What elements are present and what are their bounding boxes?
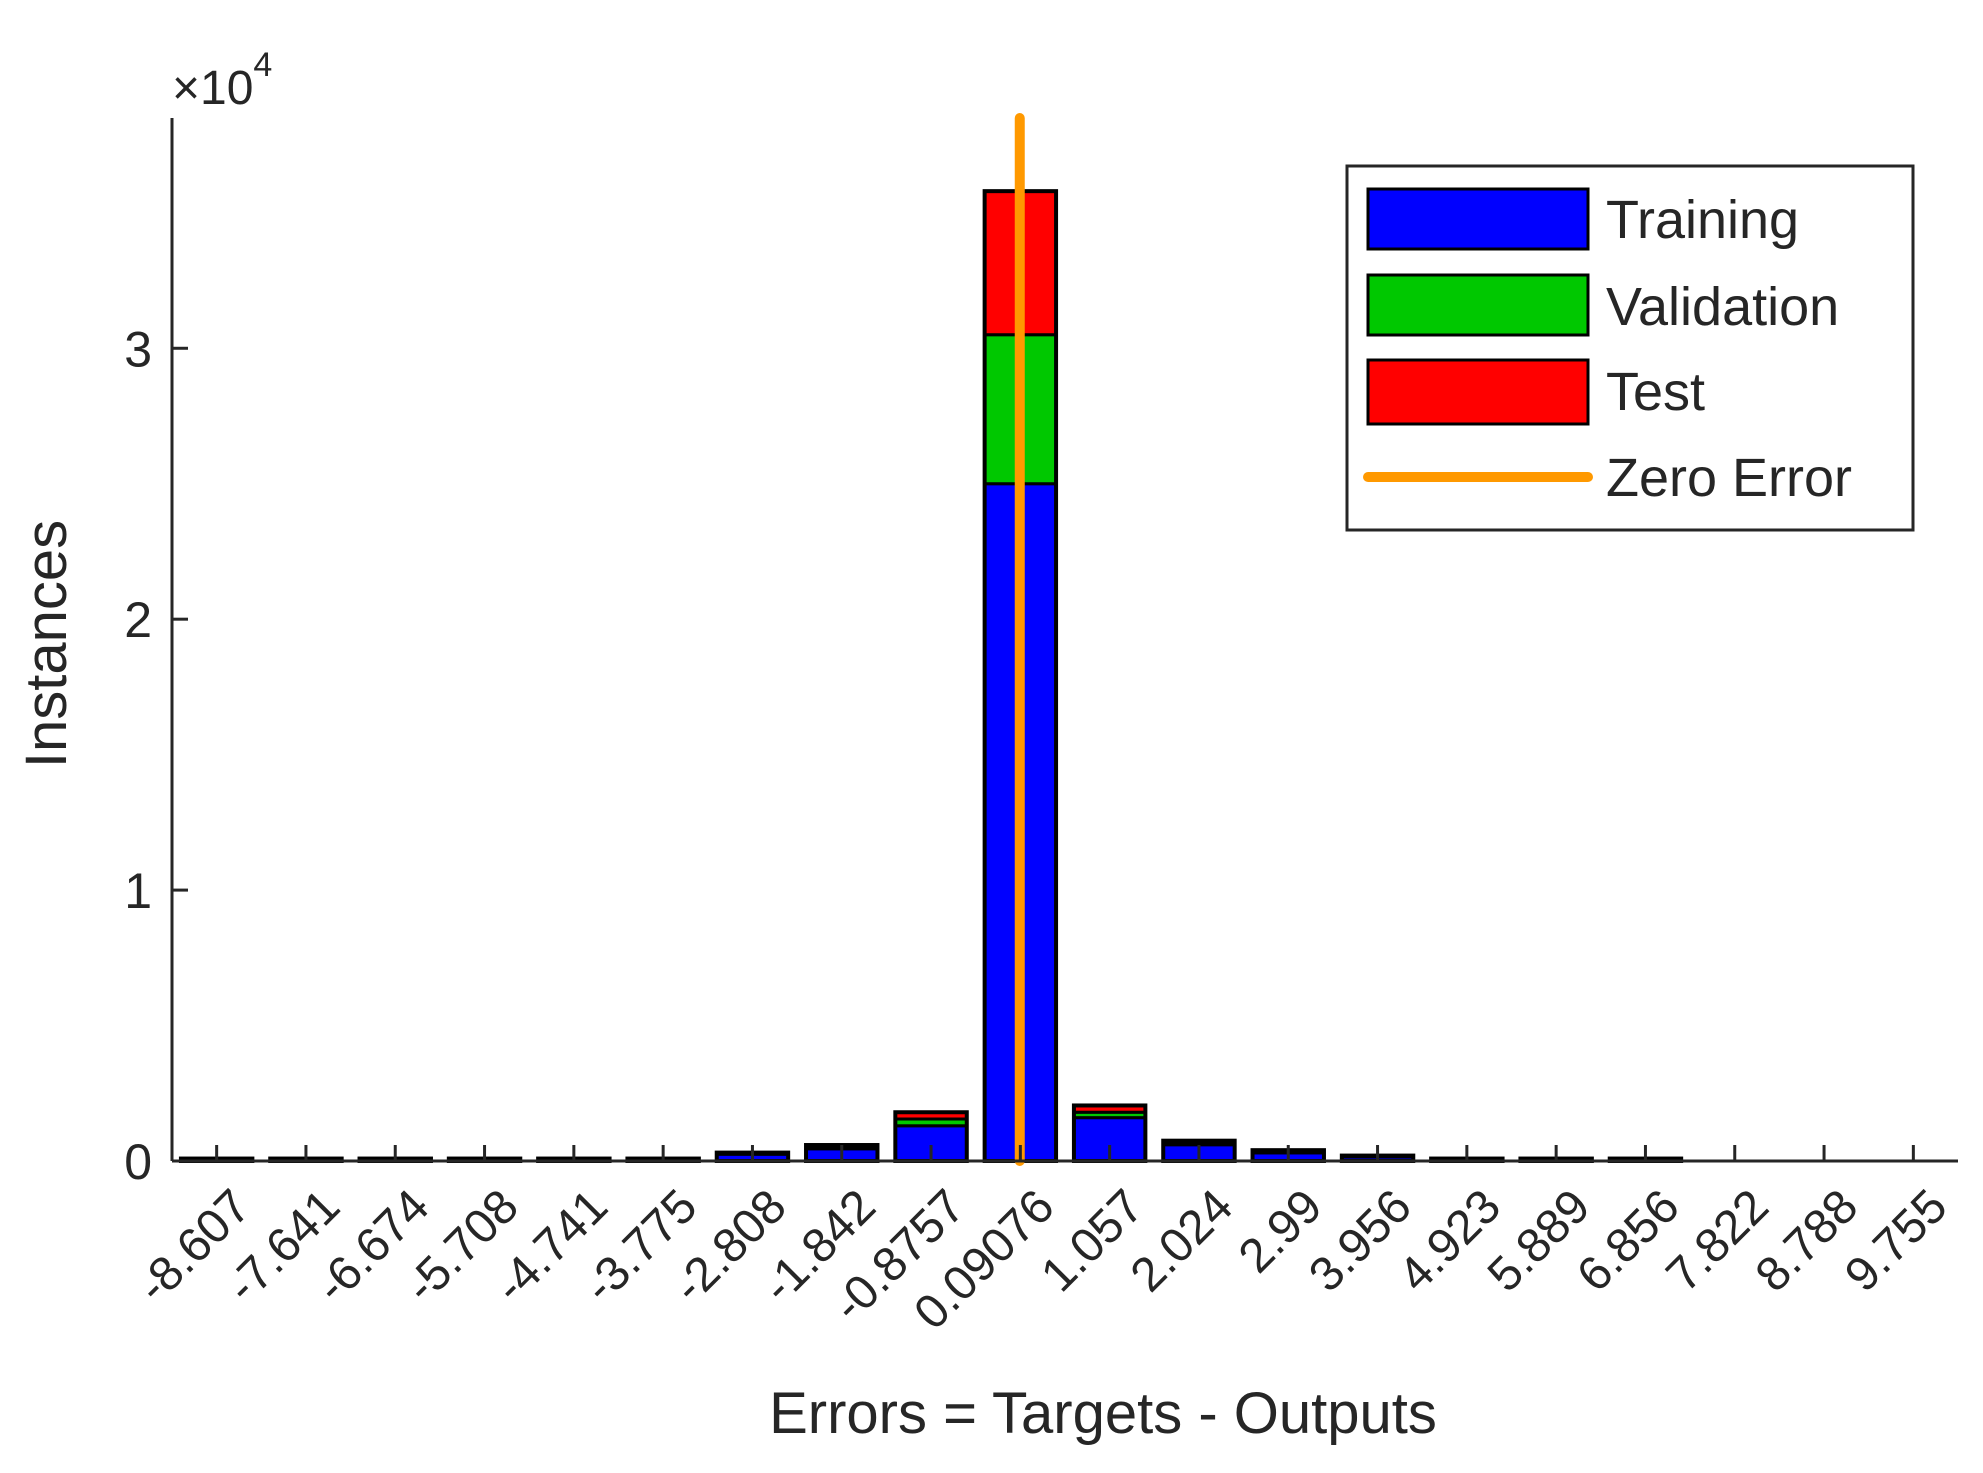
x-tick-label: 2.024 [1121, 1180, 1243, 1302]
legend-label-validation: Validation [1606, 277, 1839, 337]
legend: Training Validation Test Zero Error [1345, 164, 1915, 532]
legend-swatch-test [1366, 358, 1590, 426]
legend-label-test: Test [1606, 362, 1705, 422]
x-tick-label: 8.788 [1746, 1180, 1868, 1302]
x-tick-label: 1.057 [1031, 1180, 1153, 1302]
axes-group [170, 118, 1958, 1163]
y-axis-label: Instances [14, 520, 79, 768]
legend-label-training: Training [1606, 190, 1799, 250]
y-tick-label: 0 [124, 1134, 152, 1190]
x-tick-label: 6.856 [1567, 1180, 1689, 1302]
legend-label-zero-error: Zero Error [1606, 448, 1852, 508]
x-tick-label: 9.755 [1835, 1180, 1957, 1302]
x-tick-label: 4.923 [1389, 1180, 1511, 1302]
y-tick-label: 2 [124, 592, 152, 648]
x-tick-label: 7.822 [1657, 1180, 1779, 1302]
legend-swatch-validation [1366, 273, 1590, 337]
x-axis-label: Errors = Targets - Outputs [769, 1381, 1437, 1446]
y-tick-labels: 0 1 2 3 [124, 321, 152, 1190]
x-tick-label: 5.889 [1478, 1180, 1600, 1302]
x-tick-labels: -8.607-7.641-6.674-5.708-4.741-3.775-2.8… [127, 1180, 1957, 1340]
legend-swatch-training [1366, 187, 1590, 251]
y-tick-label: 1 [124, 863, 152, 919]
x-tick-label: 3.956 [1299, 1180, 1421, 1302]
y-exponent-label: ×104 [172, 46, 272, 115]
y-tick-label: 3 [124, 321, 152, 377]
